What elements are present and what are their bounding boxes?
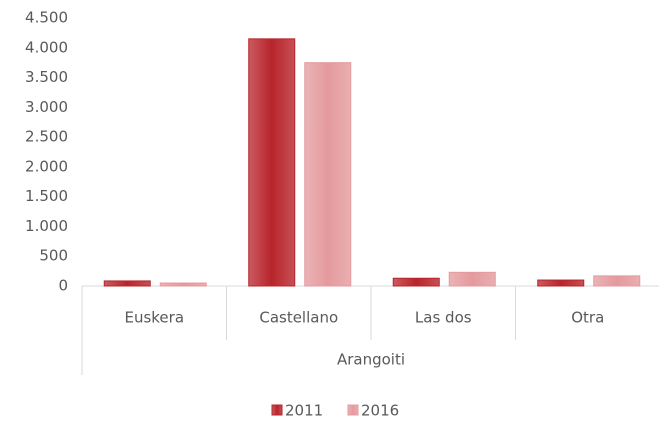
bar — [248, 38, 296, 287]
x-tick-label: Otra — [571, 309, 604, 327]
y-tick-label: 3.500 — [25, 68, 68, 86]
y-tick-label: 4.500 — [25, 9, 68, 27]
y-tick-label: 0 — [58, 277, 68, 295]
y-tick-label: 2.000 — [25, 157, 68, 175]
y-tick-label: 3.000 — [25, 98, 68, 116]
legend-swatch — [347, 404, 359, 416]
bar — [392, 277, 440, 287]
y-tick-label: 2.500 — [25, 128, 68, 146]
x-tick-label: Euskera — [124, 309, 184, 327]
bar — [304, 62, 352, 287]
y-tick-label: 500 — [39, 247, 68, 265]
legend-swatch — [271, 404, 283, 416]
legend-label: 2016 — [361, 402, 399, 420]
bar — [593, 275, 641, 287]
y-tick-label: 1.500 — [25, 187, 68, 205]
legend-label: 2011 — [285, 402, 323, 420]
bar — [159, 282, 207, 287]
y-tick-label: 4.000 — [25, 38, 68, 56]
x-tick-label: Castellano — [259, 309, 338, 327]
bar — [448, 271, 496, 287]
x-tick-label: Las dos — [415, 309, 472, 327]
y-tick-label: 1.000 — [25, 217, 68, 235]
bar — [103, 280, 151, 287]
bar — [537, 279, 585, 287]
group-label: Arangoiti — [337, 351, 405, 369]
